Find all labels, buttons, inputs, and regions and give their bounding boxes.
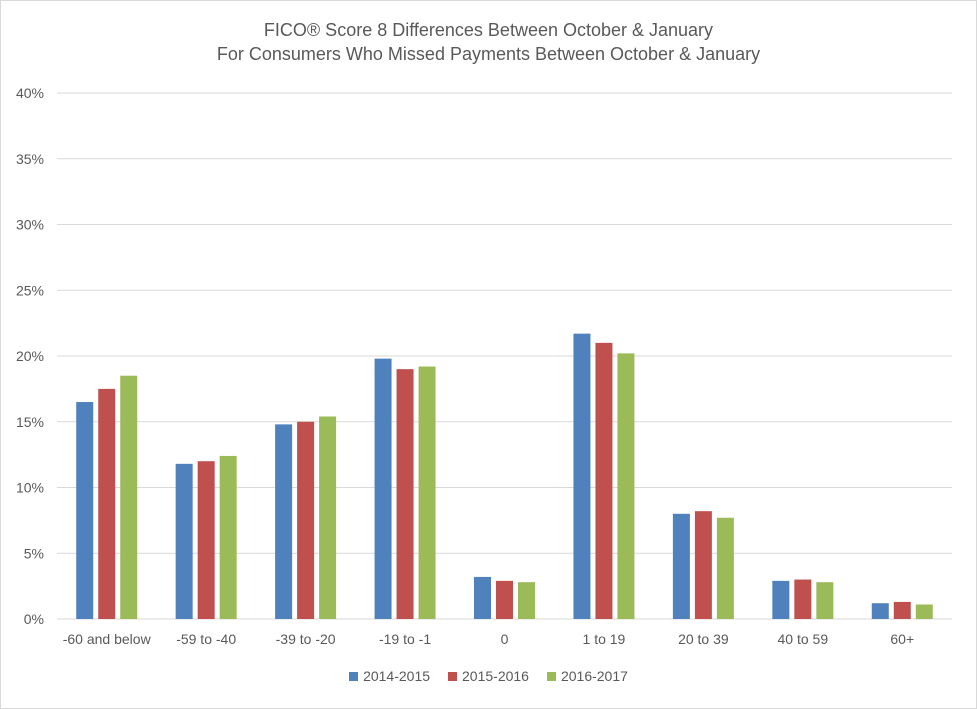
bar-2015-2016--19-to--1 <box>396 369 414 619</box>
legend-item: 2015-2016 <box>448 668 529 684</box>
y-tick-label: 25% <box>16 282 44 298</box>
x-tick-label: 20 to 39 <box>678 631 729 647</box>
x-axis-tick-labels: -60 and below -59 to -40 -39 to -20 -19 to … <box>63 631 914 647</box>
chart-subtitle: For Consumers Who Missed Payments Betwee… <box>216 44 761 64</box>
bar-2016-2017-40-to-59 <box>816 582 834 619</box>
legend-swatch <box>349 671 359 681</box>
bar-2016-2017-60+ <box>915 604 933 619</box>
x-tick-label: -39 to -20 <box>276 631 336 647</box>
x-tick-label: -19 to -1 <box>379 631 431 647</box>
bar-2014-2015-40-to-59 <box>772 580 790 619</box>
bar-2015-2016--39-to--20 <box>297 421 315 619</box>
bar-2014-2015--60-and-below <box>76 402 94 619</box>
y-tick-label: 0% <box>24 611 44 627</box>
legend-label: 2015-2016 <box>462 668 529 684</box>
y-axis-tick-labels: 0% 5% 10% 15% 20% 25% 30% 35% 40% <box>16 85 44 627</box>
bar-2014-2015--19-to--1 <box>374 358 392 619</box>
bar-2014-2015-1-to-19 <box>573 333 591 619</box>
legend-item: 2016-2017 <box>546 668 628 684</box>
bar-2015-2016-20-to-39 <box>694 511 712 619</box>
chart-title-block: FICO® Score 8 Differences Between Octobe… <box>0 18 977 66</box>
bars <box>76 333 933 619</box>
bar-2014-2015--39-to--20 <box>275 424 293 619</box>
bar-2015-2016-0 <box>496 580 513 619</box>
bar-2016-2017-0 <box>518 582 535 619</box>
y-tick-label: 40% <box>16 85 44 101</box>
bar-2015-2016--60-and-below <box>98 388 116 619</box>
x-tick-label: 40 to 59 <box>778 631 829 647</box>
bar-2016-2017--59-to--40 <box>219 455 237 619</box>
y-tick-label: 15% <box>16 414 44 430</box>
legend-label: 2014-2015 <box>363 668 431 684</box>
legend-swatch <box>546 671 556 681</box>
x-tick-label: 1 to 19 <box>583 631 626 647</box>
bar-2015-2016-60+ <box>893 601 911 619</box>
bar-2016-2017--60-and-below <box>120 375 138 619</box>
bar-2016-2017-1-to-19 <box>617 353 635 619</box>
bar-2016-2017-20-to-39 <box>716 517 734 619</box>
bar-2015-2016-40-to-59 <box>794 579 812 619</box>
chart-title: FICO® Score 8 Differences Between Octobe… <box>263 20 714 40</box>
x-tick-label: 0 <box>501 631 509 647</box>
y-tick-label: 5% <box>24 545 44 561</box>
bar-2014-2015-0 <box>474 576 491 619</box>
legend-item: 2014-2015 <box>349 668 430 684</box>
x-tick-label: -59 to -40 <box>176 631 236 647</box>
x-tick-label: -60 and below <box>63 631 152 647</box>
bar-2015-2016-1-to-19 <box>595 342 613 619</box>
y-tick-label: 30% <box>16 217 44 233</box>
legend-label: 2016-2017 <box>560 668 628 684</box>
bar-2014-2015-20-to-39 <box>672 513 690 619</box>
bar-2016-2017--19-to--1 <box>418 366 436 619</box>
y-tick-label: 20% <box>16 348 44 364</box>
y-tick-label: 10% <box>16 480 44 496</box>
bar-2014-2015--59-to--40 <box>175 463 193 619</box>
y-tick-label: 35% <box>16 151 44 167</box>
bar-2016-2017--39-to--20 <box>319 416 337 619</box>
bar-2015-2016--59-to--40 <box>197 461 215 619</box>
legend: 2014-2015 2015-2016 2016-2017 <box>0 668 977 684</box>
bar-2014-2015-60+ <box>871 603 889 619</box>
legend-swatch <box>448 671 458 681</box>
x-tick-label: 60+ <box>890 631 914 647</box>
